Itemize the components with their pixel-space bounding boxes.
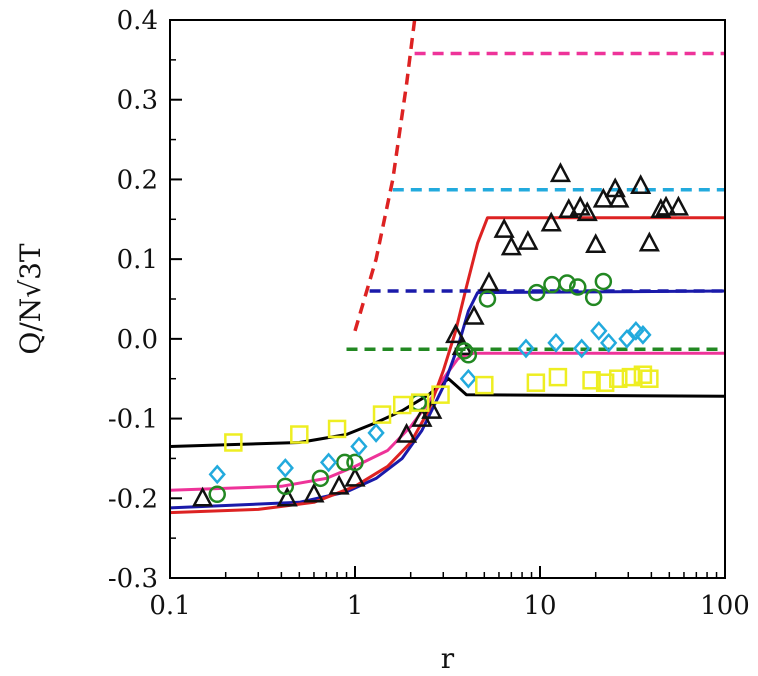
triangle-point: [667, 195, 689, 216]
triangle-point: [558, 198, 580, 218]
diamond-point: [367, 423, 385, 443]
x-axis-ticks: 0.1 1 10 100: [149, 566, 750, 621]
y-axis-ticks: -0.3 -0.2 -0.1 0.0 0.1 0.2 0.3 0.4: [108, 6, 182, 594]
y-tick-label: -0.1: [108, 405, 158, 435]
diamond-point: [634, 324, 652, 345]
diamond-point: [208, 464, 226, 485]
triangle-point: [638, 231, 660, 252]
diamond-point: [573, 338, 591, 359]
circle-point: [346, 453, 364, 472]
diamond-point: [350, 436, 368, 457]
plot-area: [169, 19, 726, 515]
triangle-point: [276, 486, 298, 507]
square-point: [431, 385, 450, 404]
square-point: [582, 371, 601, 390]
triangle-point: [500, 235, 522, 256]
diamond-point: [319, 452, 338, 473]
triangle-point: [463, 304, 485, 325]
square-point: [372, 405, 392, 424]
square-point: [392, 395, 412, 415]
triangle-point: [540, 211, 562, 232]
diamond-point: [517, 338, 535, 359]
triangle-point: [655, 195, 677, 216]
square-point: [595, 373, 615, 392]
y-tick-label: 0.3: [117, 86, 158, 116]
triangle-point: [328, 474, 350, 495]
diamond-point: [599, 332, 618, 353]
y-tick-label: 0.2: [117, 165, 158, 195]
circle-point: [478, 290, 497, 308]
triangle-point: [650, 198, 672, 218]
circle-point: [276, 477, 295, 496]
triangle-point: [608, 187, 630, 208]
circle-point: [569, 278, 587, 296]
x-tick-label: 1: [347, 591, 364, 621]
y-tick-label: 0.0: [117, 325, 158, 355]
square-point: [609, 369, 628, 388]
x-tick-label: 100: [700, 591, 750, 621]
square-point: [526, 373, 546, 392]
square-point: [475, 375, 494, 395]
triangle-point: [549, 162, 572, 183]
diamond-point: [590, 320, 608, 341]
circle-point: [455, 342, 474, 360]
triangle-point: [569, 195, 591, 216]
diamond-point: [459, 368, 478, 389]
triangle-point: [478, 271, 500, 292]
triangle-point: [585, 233, 607, 254]
y-tick-label: -0.3: [108, 564, 158, 594]
circle-point: [208, 485, 226, 504]
circle-point: [527, 283, 546, 302]
triangle-point: [592, 187, 614, 208]
triangle-point: [395, 422, 418, 443]
circle-point: [311, 469, 330, 488]
triangle-point: [493, 217, 515, 238]
circle-point: [459, 346, 478, 364]
y-tick-label: 0.4: [117, 6, 158, 36]
diamond-point: [276, 458, 294, 478]
triangle-point: [191, 486, 214, 507]
square-point: [640, 369, 659, 388]
curve-solid-3: [169, 216, 725, 515]
y-axis-label: Q/N√3T: [14, 243, 47, 355]
y-tick-label: 0.1: [117, 245, 158, 275]
diamond-point: [547, 332, 565, 353]
triangle-point: [303, 482, 325, 503]
triangle-point: [630, 174, 652, 195]
diamond-point: [618, 328, 636, 349]
square-point: [224, 433, 243, 452]
square-point: [621, 367, 641, 387]
x-axis-label: r: [441, 642, 455, 675]
curve-dashed-8: [353, 19, 417, 332]
curve-solid-0: [169, 377, 726, 448]
square-point: [290, 425, 309, 444]
circle-point: [584, 288, 603, 307]
circle-point: [594, 272, 613, 291]
square-point: [410, 393, 430, 412]
triangle-point: [344, 466, 366, 487]
square-point: [548, 367, 568, 387]
square-point: [327, 419, 347, 439]
triangle-point: [576, 201, 598, 222]
triangle-point: [445, 323, 467, 344]
x-tick-label: 0.1: [149, 591, 190, 621]
triangle-point: [517, 229, 539, 250]
square-point: [633, 365, 653, 384]
plot-frame: [169, 19, 726, 579]
y-tick-label: -0.2: [108, 484, 158, 514]
circle-point: [558, 274, 576, 292]
x-tick-label: 10: [523, 591, 556, 621]
